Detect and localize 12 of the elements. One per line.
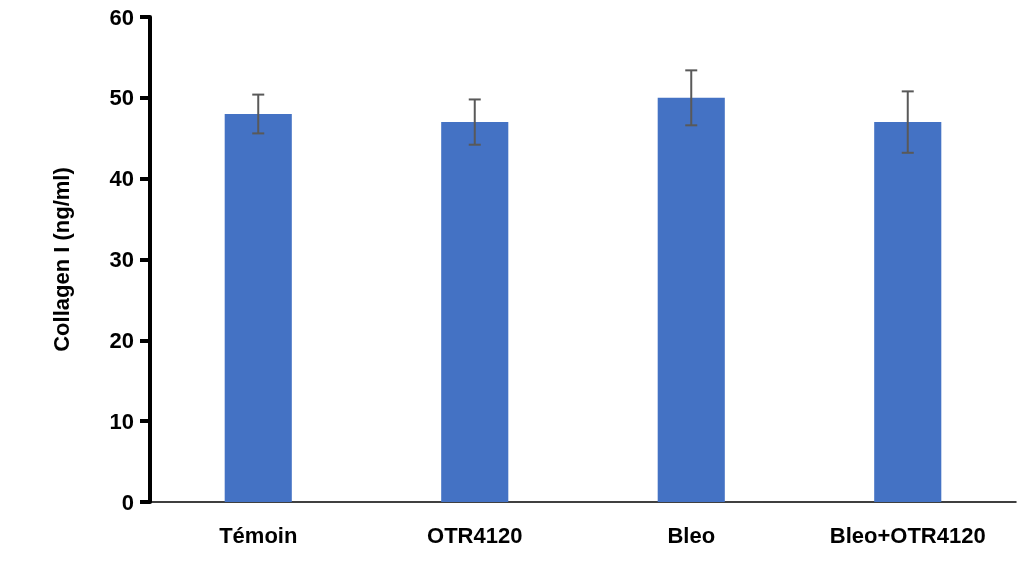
y-tick-label: 20 (109, 327, 134, 353)
y-tick-label: 0 (121, 489, 134, 515)
x-tick-label: Bleo+OTR4120 (829, 522, 986, 548)
y-tick-label: 60 (109, 4, 134, 30)
y-tick-label: 10 (109, 408, 134, 434)
x-tick-label: Témoin (219, 522, 298, 548)
y-axis-title: Collagen I (ng/ml) (48, 167, 74, 352)
y-tick-label: 30 (109, 247, 134, 272)
y-tick-label: 50 (109, 85, 134, 111)
y-tick-label: 40 (109, 166, 134, 192)
x-tick-label: OTR4120 (427, 522, 523, 548)
x-tick-label: Bleo (667, 522, 716, 548)
